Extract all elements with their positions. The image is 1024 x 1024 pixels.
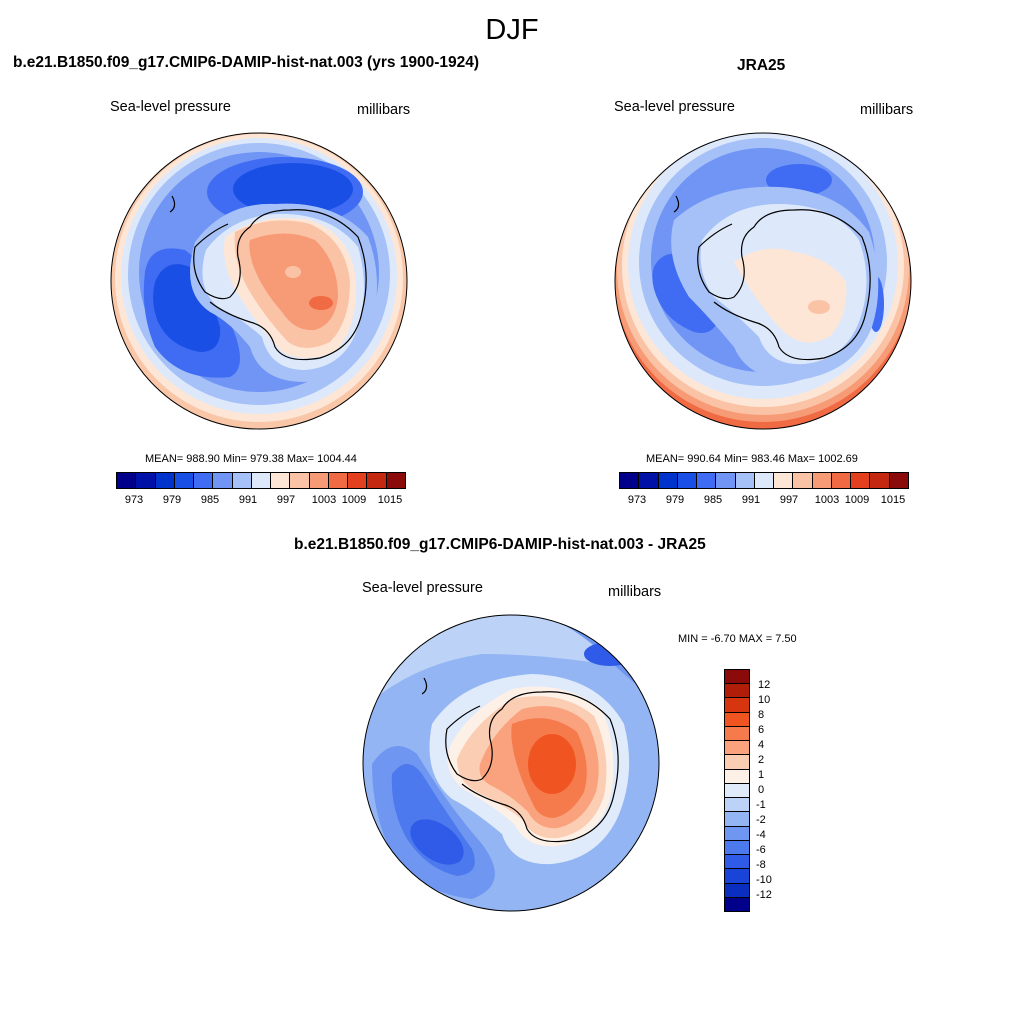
panel-3-variable-label: Sea-level pressure (362, 580, 483, 596)
colorbar-tick-label: 0 (758, 784, 765, 796)
colorbar-tick-label: 4 (758, 739, 765, 751)
panel-2-units-label: millibars (860, 102, 914, 118)
colorbar-tick-label: 2 (758, 754, 765, 766)
colorbar-tick-label: 1009 (844, 494, 870, 506)
colorbar-swatch (194, 473, 214, 488)
colorbar-swatch (725, 769, 749, 784)
colorbar-swatch (271, 473, 291, 488)
colorbar-tick-label: -4 (756, 829, 766, 841)
colorbar-tick-label: 991 (238, 494, 258, 506)
colorbar-swatch (213, 473, 233, 488)
colorbar-swatch (367, 473, 387, 488)
panel-1-units-label: millibars (357, 102, 411, 118)
colorbar-swatch (889, 473, 908, 488)
colorbar-tick-label: 985 (703, 494, 723, 506)
colorbar-tick-label: 1015 (880, 494, 906, 506)
colorbar-swatch (620, 473, 640, 488)
colorbar-swatch (697, 473, 717, 488)
panel-2-variable-label: Sea-level pressure (614, 99, 735, 115)
colorbar-tick-label: 12 (758, 679, 771, 691)
colorbar-swatch (831, 473, 852, 488)
colorbar-tick-label: 8 (758, 709, 765, 721)
colorbar-tick-label: 979 (665, 494, 685, 506)
colorbar-swatch (725, 826, 749, 841)
colorbar-swatch (725, 670, 749, 685)
colorbar-swatch (725, 755, 749, 770)
panel-1-variable-label: Sea-level pressure (110, 99, 231, 115)
panel-1-title: b.e21.B1850.f09_g17.CMIP6-DAMIP-hist-nat… (13, 54, 480, 71)
colorbar-swatch (232, 473, 252, 488)
colorbar-tick-label: 973 (627, 494, 647, 506)
panel-2-title: JRA25 (737, 57, 786, 74)
colorbar-swatch (290, 473, 310, 488)
colorbar-swatch (812, 473, 832, 488)
colorbar-tick-label: 973 (124, 494, 144, 506)
colorbar-tick-label: 1009 (341, 494, 367, 506)
colorbar-swatch (725, 883, 749, 898)
panel-1-polar-map (110, 132, 408, 430)
colorbar-swatch (677, 473, 698, 488)
colorbar-tick-label: -8 (756, 859, 766, 871)
panel-1-stats: MEAN= 988.90 Min= 979.38 Max= 1004.44 (145, 453, 357, 465)
colorbar-tick-label: 979 (162, 494, 182, 506)
panel-3-units-label: millibars (608, 584, 662, 600)
panel-3-title: b.e21.B1850.f09_g17.CMIP6-DAMIP-hist-nat… (294, 536, 706, 553)
colorbar-swatch (774, 473, 794, 488)
colorbar-swatch (136, 473, 156, 488)
colorbar-swatch (309, 473, 329, 488)
colorbar-tick-label: 1003 (311, 494, 337, 506)
colorbar-tick-label: -10 (756, 874, 772, 886)
colorbar-tick-label: 985 (200, 494, 220, 506)
colorbar-tick-label: 6 (758, 724, 765, 736)
panel-3-stats: MIN = -6.70 MAX = 7.50 (678, 633, 797, 645)
colorbar-tick-label: -6 (756, 844, 766, 856)
colorbar-swatch (328, 473, 349, 488)
colorbar-swatch (735, 473, 755, 488)
colorbar-tick-label: 991 (741, 494, 761, 506)
panel-2-polar-map (614, 132, 912, 430)
colorbar-swatch (725, 741, 749, 756)
panel-3-polar-map (362, 614, 660, 912)
colorbar-swatch (725, 684, 749, 699)
colorbar-swatch (155, 473, 175, 488)
panel-2-colorbar (619, 472, 909, 489)
colorbar-swatch (725, 840, 749, 856)
colorbar-tick-label: 997 (276, 494, 296, 506)
panel-1-colorbar (116, 472, 406, 489)
colorbar-tick-label: -1 (756, 799, 766, 811)
colorbar-tick-label: 1 (758, 769, 765, 781)
colorbar-swatch (725, 897, 749, 911)
colorbar-swatch (870, 473, 890, 488)
colorbar-tick-label: 997 (779, 494, 799, 506)
panel-3-colorbar (724, 669, 750, 912)
colorbar-swatch (754, 473, 775, 488)
colorbar-tick-label: -12 (756, 889, 772, 901)
colorbar-swatch (658, 473, 678, 488)
colorbar-swatch (725, 726, 749, 742)
colorbar-swatch (639, 473, 659, 488)
colorbar-swatch (725, 712, 749, 727)
colorbar-swatch (851, 473, 871, 488)
colorbar-swatch (725, 855, 749, 870)
colorbar-swatch (725, 812, 749, 827)
colorbar-swatch (725, 783, 749, 799)
colorbar-tick-label: -2 (756, 814, 766, 826)
panel-2-stats: MEAN= 990.64 Min= 983.46 Max= 1002.69 (646, 453, 858, 465)
colorbar-swatch (174, 473, 195, 488)
colorbar-swatch (348, 473, 368, 488)
colorbar-swatch (386, 473, 405, 488)
colorbar-swatch (716, 473, 736, 488)
colorbar-tick-label: 1015 (377, 494, 403, 506)
colorbar-swatch (725, 798, 749, 813)
colorbar-swatch (251, 473, 272, 488)
colorbar-swatch (793, 473, 813, 488)
colorbar-tick-label: 1003 (814, 494, 840, 506)
colorbar-swatch (725, 869, 749, 884)
colorbar-swatch (725, 698, 749, 713)
colorbar-tick-label: 10 (758, 694, 771, 706)
colorbar-swatch (117, 473, 137, 488)
main-title: DJF (485, 14, 539, 46)
